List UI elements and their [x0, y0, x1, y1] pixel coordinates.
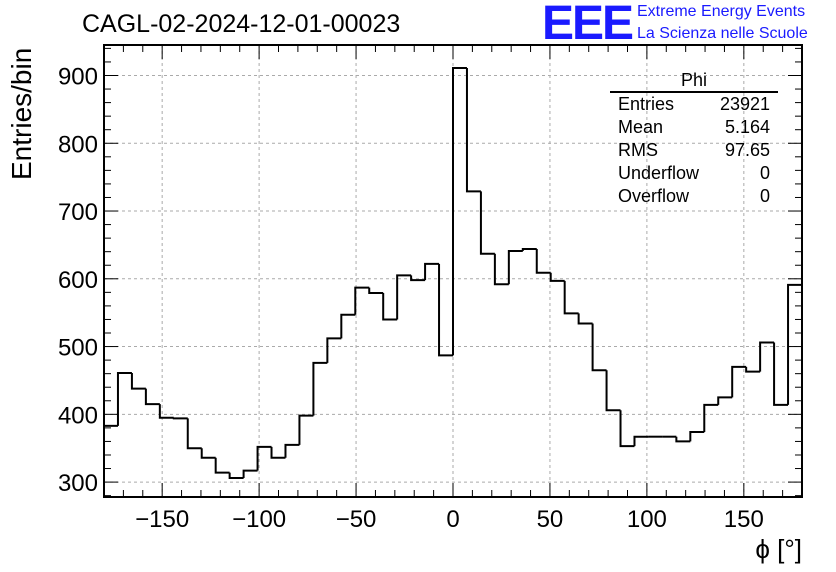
stats-row-mean: Mean 5.164 [610, 116, 778, 139]
stats-label: RMS [618, 140, 658, 160]
histogram-bin [326, 337, 342, 363]
histogram-bin [214, 457, 230, 474]
histogram-bin [144, 388, 160, 406]
histogram-bin [382, 293, 398, 321]
histogram-bin [270, 446, 286, 459]
plot-frame [103, 44, 803, 498]
histogram-bin [689, 430, 705, 442]
histogram-bin [130, 372, 146, 390]
histogram-bin [465, 68, 481, 193]
histogram-bin [354, 286, 370, 315]
stats-label: Entries [618, 94, 675, 114]
histogram-bin [731, 365, 747, 398]
histogram-bin [633, 435, 649, 447]
histogram-bin [773, 342, 789, 406]
stats-label: Overflow [618, 186, 690, 206]
histogram-bin [172, 417, 188, 420]
stats-value: 23921 [719, 94, 770, 114]
histogram-bin [549, 272, 565, 282]
y-tick-label: 700 [58, 199, 98, 226]
histogram-bin [577, 313, 593, 325]
histogram-bin [507, 250, 523, 285]
histogram-bin [424, 262, 440, 281]
stats-value: 5.164 [724, 117, 770, 137]
histogram-bin [410, 275, 426, 282]
stats-value: 0 [759, 163, 770, 183]
x-tick-label: 50 [537, 506, 564, 533]
histogram-bin [256, 445, 272, 471]
x-tick-label: −100 [232, 506, 286, 533]
stats-label: Mean [618, 117, 664, 137]
y-axis-label: Entries/bin [6, 47, 37, 180]
stats-row-underflow: Underflow 0 [610, 162, 778, 185]
y-tick-label: 900 [58, 63, 98, 90]
histogram-bin [563, 280, 579, 315]
histogram-bin [396, 274, 412, 320]
x-tick-label: −150 [135, 506, 189, 533]
histogram-bin [787, 283, 802, 405]
histogram-bin [242, 469, 258, 479]
x-tick-label: 100 [627, 506, 667, 533]
chart-title: CAGL-02-2024-12-01-00023 [82, 10, 401, 38]
stats-row-entries: Entries 23921 [610, 93, 778, 116]
histogram-bin [200, 448, 216, 459]
histogram-bin [438, 263, 453, 357]
histogram-bin [368, 287, 384, 295]
stats-label: Underflow [618, 163, 700, 183]
y-tick-label: 500 [58, 335, 98, 362]
histogram-bin [186, 418, 202, 450]
stats-value: 0 [759, 186, 770, 206]
histogram-bin [228, 472, 244, 480]
histogram-bin [675, 436, 691, 443]
y-tick-label: 800 [58, 131, 98, 158]
histogram-bin [340, 313, 356, 339]
histogram-bin [298, 414, 314, 445]
histogram-bin [759, 341, 775, 372]
stats-box-title: Phi [610, 70, 778, 93]
x-axis-label: ϕ [°] [755, 534, 802, 564]
x-tick-label: 0 [446, 506, 459, 533]
x-tick-label: −50 [336, 506, 377, 533]
stats-box: Phi Entries 23921 Mean 5.164 RMS 97.65 U… [610, 70, 778, 208]
histogram-bin [591, 323, 607, 372]
stats-value: 97.65 [724, 140, 770, 160]
histogram-bin [717, 396, 733, 405]
y-tick-label: 400 [58, 402, 98, 429]
histogram-bin [312, 361, 328, 416]
histogram-bin [605, 370, 621, 412]
histogram-bin [479, 191, 495, 255]
histogram-bin [284, 443, 300, 458]
stats-row-rms: RMS 97.65 [610, 139, 778, 162]
histogram-bin [703, 403, 719, 432]
eee-logo: EEE [542, 0, 634, 50]
histogram-bin [452, 67, 467, 356]
histogram-bin [493, 253, 509, 286]
eee-logo-line-1: Extreme Energy Events [637, 3, 806, 20]
stats-row-overflow: Overflow 0 [610, 185, 778, 208]
eee-logo-line-2: La Scienza nelle Scuole [637, 25, 808, 42]
histogram-bin [158, 404, 174, 419]
histogram-bin [116, 371, 132, 426]
histogram-bin [521, 247, 537, 252]
x-tick-label: 150 [724, 506, 764, 533]
y-tick-label: 600 [58, 267, 98, 294]
y-tick-label: 300 [58, 470, 98, 497]
histogram-bin [535, 248, 551, 274]
histogram-bin [619, 410, 635, 448]
histogram-bin [745, 366, 761, 373]
